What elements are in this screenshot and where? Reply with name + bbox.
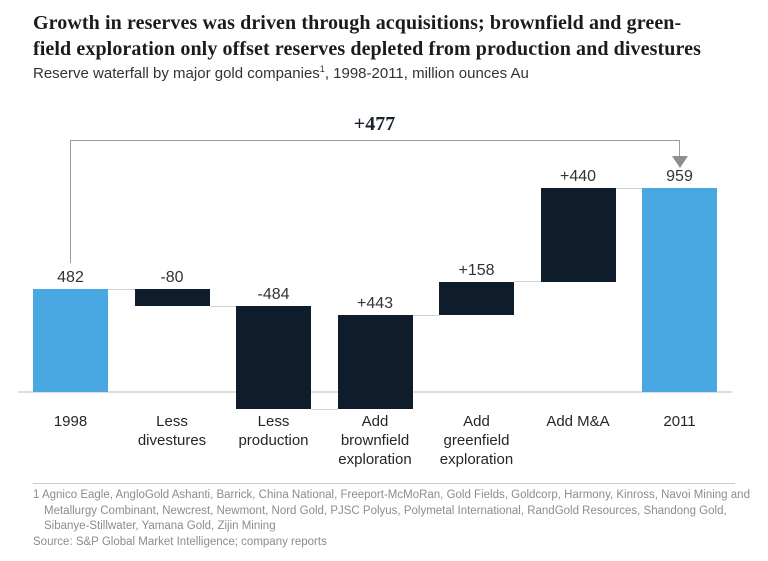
category-label-line: 1998 [53,413,88,430]
bridge-annotation-label: +477 [353,113,396,135]
bar-value-label: 482 [57,269,84,287]
bar-category-label: Add greenfield exploration [426,412,528,469]
footnote: 1 Agnico Eagle, AngloGold Ashanti, Barri… [33,488,753,550]
page-subtitle: Reserve waterfall by major gold companie… [33,64,529,82]
connector-line [412,314,439,316]
bar-add-brownfield-exploration [337,315,413,410]
bar-value-label: +158 [458,261,495,279]
category-label-line: greenfield [443,432,510,449]
subtitle-suffix: , 1998-2011, million ounces Au [324,65,529,82]
category-label-line: Less [156,413,188,430]
footnote-divider [33,483,735,484]
category-label-line: brownfield [340,432,410,449]
arrow-down-icon [672,156,688,168]
bar-value-label: 959 [666,168,693,186]
category-label-line: Less [257,413,290,430]
bar-category-label: Add M&A [527,412,629,431]
connector-line [311,408,338,410]
category-label-line: exploration [439,451,514,468]
connector-line [514,281,541,283]
bar-category-label: Less production [223,412,325,450]
footnote-line: Metallurgy Combinant, Newcrest, Newmont,… [44,504,727,517]
bar-category-label: 2011 [629,412,731,431]
category-label-line: Add [463,413,490,430]
bar-less-divestures [134,289,210,307]
bar-less-production [236,306,311,410]
category-label-line: 2011 [663,413,696,430]
subtitle-footnote-marker: 1 [319,64,325,74]
category-label-line: exploration [338,451,412,468]
bar-category-label: Less divestures [121,412,223,450]
category-label-line: Add M&A [546,413,610,430]
bar-category-label: Add brownfield exploration [324,412,426,469]
page-title: Growth in reserves was driven through ac… [33,10,758,62]
bar-1998 [33,289,108,392]
title-line-1: Growth in reserves was driven through ac… [33,12,682,34]
footnote-line: 1 Agnico Eagle, AngloGold Ashanti, Barri… [33,489,750,501]
connector-line [615,187,642,189]
bar-value-label: +440 [559,168,597,186]
category-label-line: divestures [137,432,207,449]
category-label-line: production [238,432,309,449]
connector-line [108,288,135,290]
bridge-bracket-left-line [70,140,71,263]
bar-value-label: -80 [160,269,184,287]
source-line: Source: S&P Global Market Intelligence; … [33,535,327,548]
bridge-bracket-horizontal-line [70,140,679,141]
bridge-bracket-right-line [679,140,680,157]
bar-addma [540,188,616,282]
title-line-2: field exploration only offset reserves d… [33,38,701,60]
bar-2011 [642,188,717,392]
bar-category-label: 1998 [20,412,122,431]
category-label-line: Add [361,413,389,430]
waterfall-chart: +477 482 1998 -80 Less divestures -484 Less pro… [18,113,732,469]
bar-value-label: -484 [257,286,290,304]
bar-value-label: +443 [356,295,394,313]
connector-line [209,305,236,307]
footnote-line: Sibanye-Stillwater, Yamana Gold, Zijin M… [44,520,276,532]
subtitle-text: Reserve waterfall by major gold companie… [33,65,320,82]
bar-add-greenfield-exploration [439,281,514,316]
